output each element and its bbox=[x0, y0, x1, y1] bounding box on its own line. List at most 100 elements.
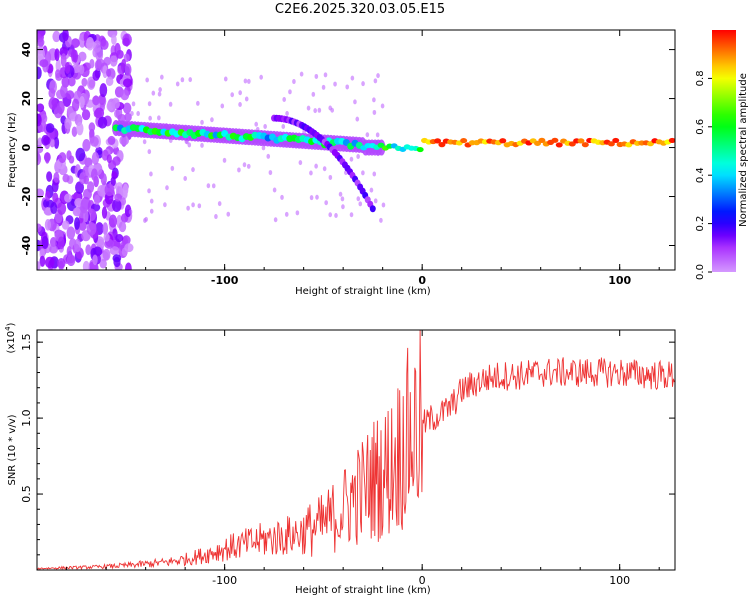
heatmap-noise-cell bbox=[37, 223, 42, 233]
heatmap-noise-cell bbox=[101, 206, 108, 219]
heatmap-noise-cell bbox=[103, 233, 110, 242]
heatmap-noise-cell bbox=[147, 188, 151, 194]
snr-scale-exponent: 4 bbox=[4, 326, 12, 331]
heatmap-noise-cell bbox=[102, 248, 111, 261]
heatmap-noise-cell bbox=[373, 78, 378, 84]
heatmap-noise-cell bbox=[92, 95, 100, 106]
heatmap-noise-cell bbox=[124, 112, 132, 122]
heatmap-noise-cell bbox=[106, 154, 112, 164]
heatmap-noise-cell bbox=[200, 142, 204, 148]
heatmap-noise-cell bbox=[334, 212, 338, 218]
heatmap-noise-cell bbox=[86, 222, 97, 236]
colorbar-tick-label: 0.4 bbox=[695, 167, 706, 183]
heatmap-noise-cell bbox=[211, 183, 216, 189]
colorbar-label: Normalized spectral amplitude bbox=[738, 73, 749, 227]
heatmap-noise-cell bbox=[93, 109, 102, 118]
heatmap-noise-cell bbox=[99, 259, 107, 269]
heatmap-noise-cell bbox=[55, 59, 61, 73]
heatmap-noise-cell bbox=[149, 208, 154, 214]
heatmap-trace-cell bbox=[499, 138, 507, 144]
snr-x-tick-label: -100 bbox=[212, 574, 237, 587]
heatmap-noise-cell bbox=[299, 71, 304, 77]
heatmap-noise-cell bbox=[71, 38, 80, 48]
heatmap-y-tick-label: 20 bbox=[20, 91, 33, 107]
heatmap-noise-cell bbox=[82, 138, 91, 152]
heatmap-trace-cell bbox=[668, 137, 675, 144]
heatmap-noise-cell bbox=[149, 171, 153, 177]
heatmap-trace-cell bbox=[434, 138, 442, 144]
heatmap-noise-cell bbox=[56, 100, 65, 115]
heatmap-noise-cell bbox=[223, 76, 228, 82]
heatmap-noise-cell bbox=[220, 103, 225, 109]
heatmap-arc-cell bbox=[369, 205, 376, 213]
heatmap-noise-cell bbox=[206, 183, 211, 189]
heatmap-noise-cell bbox=[43, 136, 51, 145]
heatmap-noise-cell bbox=[180, 77, 185, 83]
heatmap-noise-cell bbox=[112, 156, 121, 166]
heatmap-y-tick-label: -40 bbox=[20, 235, 33, 255]
heatmap-noise-cell bbox=[324, 200, 328, 206]
heatmap-noise-cell bbox=[328, 212, 333, 218]
heatmap-noise-cell bbox=[125, 262, 132, 270]
heatmap-cells bbox=[37, 30, 675, 270]
heatmap-noise-cell bbox=[53, 136, 60, 149]
heatmap-noise-cell bbox=[92, 70, 100, 81]
heatmap-noise-cell bbox=[273, 217, 278, 223]
heatmap-noise-cell bbox=[122, 183, 129, 196]
heatmap-y-tick-label: -20 bbox=[20, 186, 33, 206]
heatmap-noise-cell bbox=[73, 207, 81, 217]
heatmap-noise-cell bbox=[66, 226, 76, 240]
heatmap-noise-cell bbox=[122, 102, 132, 114]
heatmap-noise-cell bbox=[74, 217, 80, 230]
heatmap-noise-cell bbox=[349, 212, 354, 218]
heatmap-noise-cell bbox=[85, 244, 92, 256]
heatmap-noise-cell bbox=[64, 62, 71, 74]
heatmap-noise-cell bbox=[100, 173, 107, 186]
heatmap-noise-cell bbox=[160, 74, 164, 80]
heatmap-noise-cell bbox=[105, 76, 114, 87]
heatmap-noise-cell bbox=[175, 81, 180, 87]
heatmap-noise-cell bbox=[268, 170, 273, 176]
heatmap-noise-cell bbox=[80, 199, 88, 214]
heatmap-noise-cell bbox=[186, 205, 190, 211]
heatmap-noise-cell bbox=[99, 83, 108, 98]
heatmap-noise-cell bbox=[321, 84, 326, 90]
heatmap-noise-cell bbox=[61, 220, 70, 230]
heatmap-noise-cell bbox=[110, 176, 116, 187]
heatmap-noise-cell bbox=[114, 42, 121, 56]
heatmap-noise-cell bbox=[59, 46, 68, 57]
heatmap-noise-cell bbox=[163, 202, 167, 208]
heatmap-noise-cell bbox=[66, 245, 72, 258]
heatmap-noise-cell bbox=[214, 214, 218, 220]
heatmap-noise-cell bbox=[243, 78, 248, 84]
heatmap-noise-cell bbox=[82, 260, 90, 270]
heatmap-noise-cell bbox=[259, 74, 263, 80]
heatmap-noise-cell bbox=[37, 103, 45, 113]
heatmap-noise-cell bbox=[356, 153, 360, 159]
heatmap-noise-cell bbox=[39, 255, 46, 267]
snr-y-tick-label: 1.5 bbox=[20, 333, 33, 351]
heatmap-noise-cell bbox=[381, 202, 386, 208]
heatmap-noise-cell bbox=[317, 107, 322, 113]
heatmap-noise-cell bbox=[311, 91, 316, 97]
snr-y-tick-label: 1.0 bbox=[20, 409, 33, 427]
heatmap-noise-cell bbox=[136, 111, 140, 117]
heatmap-noise-cell bbox=[200, 119, 204, 125]
heatmap-noise-cell bbox=[375, 132, 380, 138]
heatmap-noise-cell bbox=[196, 100, 200, 106]
heatmap-noise-cell bbox=[341, 204, 345, 210]
heatmap-noise-cell bbox=[106, 68, 112, 77]
heatmap-noise-cell bbox=[361, 170, 365, 176]
heatmap-noise-cell bbox=[157, 91, 162, 97]
heatmap-noise-cell bbox=[338, 191, 343, 197]
heatmap-noise-cell bbox=[64, 193, 72, 203]
heatmap-noise-cell bbox=[46, 171, 53, 182]
snr-scale-label: (x104) bbox=[4, 322, 17, 353]
heatmap-noise-cell bbox=[37, 260, 41, 270]
heatmap-noise-cell bbox=[358, 201, 363, 207]
heatmap-trace-cell bbox=[460, 137, 468, 144]
heatmap-noise-cell bbox=[157, 115, 161, 121]
colorbar bbox=[712, 30, 736, 272]
heatmap-noise-cell bbox=[44, 152, 50, 164]
snr-scale-prefix: (x10 bbox=[6, 331, 17, 354]
